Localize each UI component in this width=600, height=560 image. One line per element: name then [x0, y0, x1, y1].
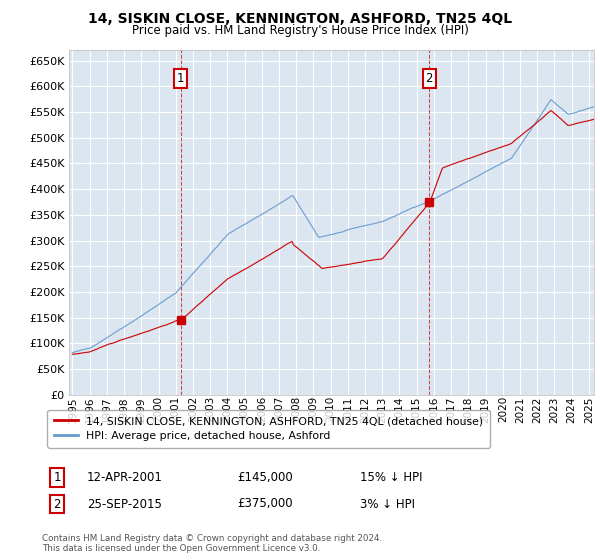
Text: 3% ↓ HPI: 3% ↓ HPI: [360, 497, 415, 511]
Text: 2: 2: [53, 497, 61, 511]
Text: 12-APR-2001: 12-APR-2001: [87, 470, 163, 484]
Text: 1: 1: [53, 470, 61, 484]
Text: Price paid vs. HM Land Registry's House Price Index (HPI): Price paid vs. HM Land Registry's House …: [131, 24, 469, 37]
Text: Contains HM Land Registry data © Crown copyright and database right 2024.
This d: Contains HM Land Registry data © Crown c…: [42, 534, 382, 553]
Text: 14, SISKIN CLOSE, KENNINGTON, ASHFORD, TN25 4QL: 14, SISKIN CLOSE, KENNINGTON, ASHFORD, T…: [88, 12, 512, 26]
Text: £145,000: £145,000: [237, 470, 293, 484]
Text: 1: 1: [177, 72, 184, 85]
Legend: 14, SISKIN CLOSE, KENNINGTON, ASHFORD, TN25 4QL (detached house), HPI: Average p: 14, SISKIN CLOSE, KENNINGTON, ASHFORD, T…: [47, 410, 490, 447]
Text: 25-SEP-2015: 25-SEP-2015: [87, 497, 162, 511]
Text: £375,000: £375,000: [237, 497, 293, 511]
Text: 2: 2: [425, 72, 433, 85]
Text: 15% ↓ HPI: 15% ↓ HPI: [360, 470, 422, 484]
